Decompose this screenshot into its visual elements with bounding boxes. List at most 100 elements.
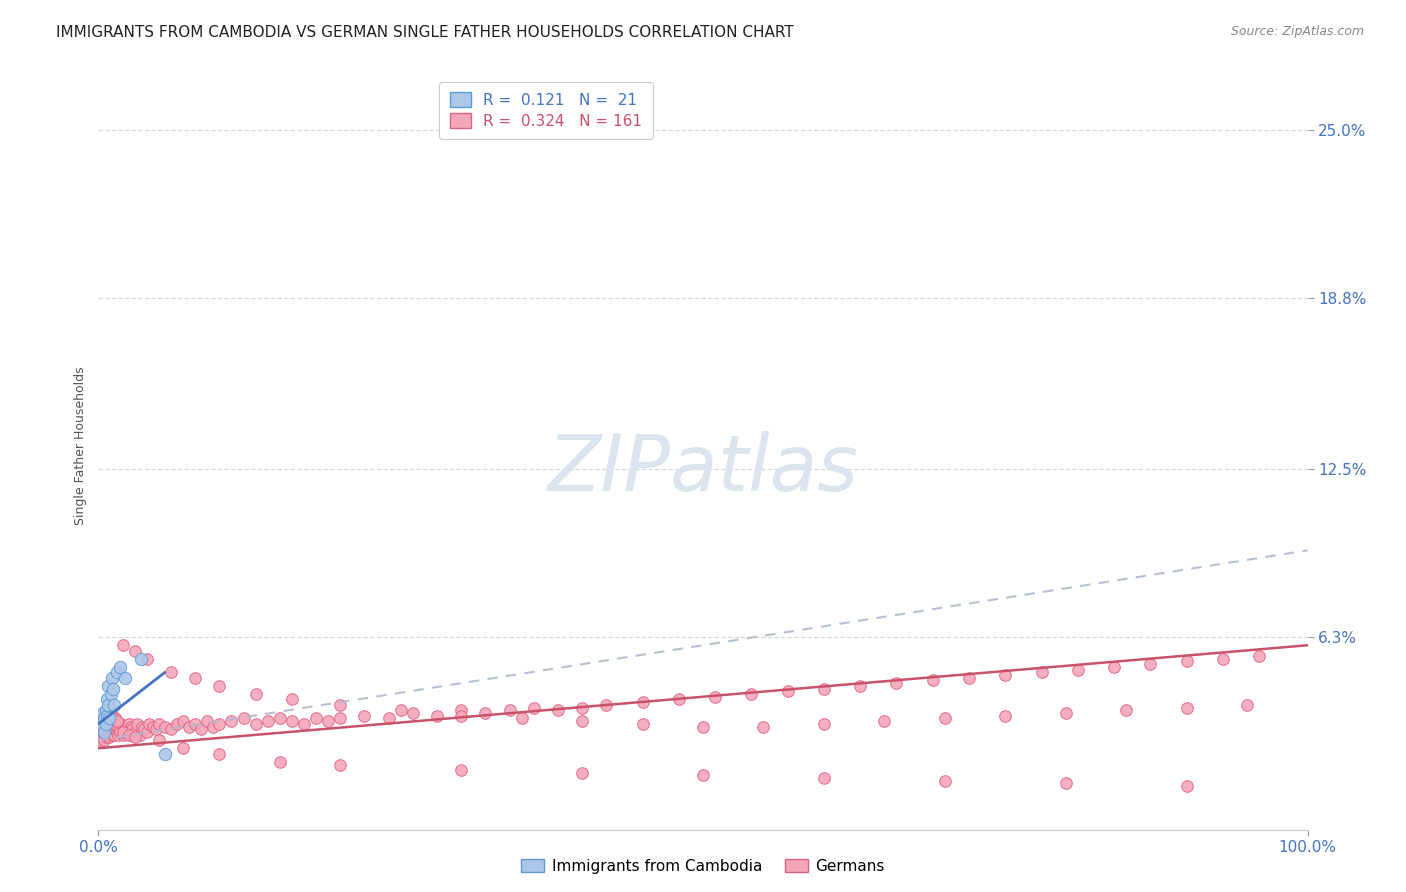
Point	[849, 679, 872, 693]
Point	[105, 720, 128, 734]
Point	[245, 687, 267, 701]
Point	[994, 708, 1017, 723]
Point	[111, 638, 134, 652]
Point	[100, 671, 122, 685]
Point	[94, 716, 117, 731]
Y-axis label: Single Father Households: Single Father Households	[75, 367, 87, 525]
Point	[97, 679, 120, 693]
Point	[208, 679, 231, 693]
Point	[94, 723, 117, 737]
Point	[91, 711, 114, 725]
Point	[160, 723, 183, 737]
Point	[166, 716, 188, 731]
Point	[921, 673, 943, 688]
Point	[886, 676, 908, 690]
Point	[595, 698, 617, 712]
Point	[93, 708, 115, 723]
Point	[96, 716, 118, 731]
Point	[353, 708, 375, 723]
Point	[114, 671, 136, 685]
Point	[96, 692, 118, 706]
Point	[105, 714, 128, 728]
Point	[108, 725, 131, 739]
Point	[571, 765, 593, 780]
Point	[377, 711, 399, 725]
Point	[93, 725, 115, 739]
Point	[269, 711, 291, 725]
Point	[97, 698, 120, 712]
Point	[994, 668, 1017, 682]
Point	[1236, 698, 1258, 712]
Point	[957, 671, 980, 685]
Point	[128, 728, 150, 742]
Legend: Immigrants from Cambodia, Germans: Immigrants from Cambodia, Germans	[515, 853, 891, 880]
Point	[100, 711, 122, 725]
Point	[426, 708, 449, 723]
Point	[142, 720, 165, 734]
Point	[153, 720, 176, 734]
Point	[692, 768, 714, 782]
Point	[256, 714, 278, 728]
Point	[91, 723, 114, 737]
Point	[110, 716, 132, 731]
Point	[292, 716, 315, 731]
Point	[105, 665, 128, 680]
Point	[115, 725, 138, 739]
Point	[90, 720, 112, 734]
Point	[101, 714, 124, 728]
Point	[118, 728, 141, 742]
Point	[305, 711, 328, 725]
Point	[329, 757, 352, 772]
Point	[94, 728, 117, 742]
Point	[93, 725, 115, 739]
Point	[1054, 776, 1077, 790]
Point	[90, 725, 112, 739]
Point	[93, 733, 115, 747]
Point	[316, 714, 339, 728]
Point	[97, 720, 120, 734]
Point	[118, 728, 141, 742]
Point	[120, 720, 142, 734]
Point	[91, 720, 114, 734]
Point	[1249, 649, 1271, 664]
Text: Source: ZipAtlas.com: Source: ZipAtlas.com	[1230, 25, 1364, 38]
Point	[103, 698, 125, 712]
Point	[93, 711, 115, 725]
Point	[145, 723, 167, 737]
Point	[232, 711, 254, 725]
Point	[124, 725, 146, 739]
Point	[124, 643, 146, 657]
Point	[91, 706, 114, 720]
Point	[631, 716, 654, 731]
Point	[1102, 660, 1125, 674]
Point	[108, 723, 131, 737]
Point	[90, 714, 112, 728]
Point	[547, 703, 569, 717]
Point	[101, 711, 124, 725]
Point	[114, 723, 136, 737]
Point	[89, 733, 111, 747]
Point	[131, 720, 153, 734]
Point	[100, 720, 122, 734]
Point	[631, 695, 654, 709]
Point	[269, 755, 291, 769]
Point	[873, 714, 896, 728]
Point	[934, 711, 956, 725]
Point	[98, 731, 121, 745]
Point	[148, 733, 170, 747]
Point	[1031, 665, 1053, 680]
Point	[101, 725, 124, 739]
Point	[692, 720, 714, 734]
Point	[245, 716, 267, 731]
Point	[104, 723, 127, 737]
Point	[100, 728, 122, 742]
Point	[498, 703, 520, 717]
Point	[402, 706, 425, 720]
Point	[523, 700, 546, 714]
Point	[91, 731, 114, 745]
Point	[1175, 779, 1198, 793]
Point	[389, 703, 412, 717]
Point	[97, 728, 120, 742]
Point	[105, 725, 128, 739]
Point	[124, 731, 146, 745]
